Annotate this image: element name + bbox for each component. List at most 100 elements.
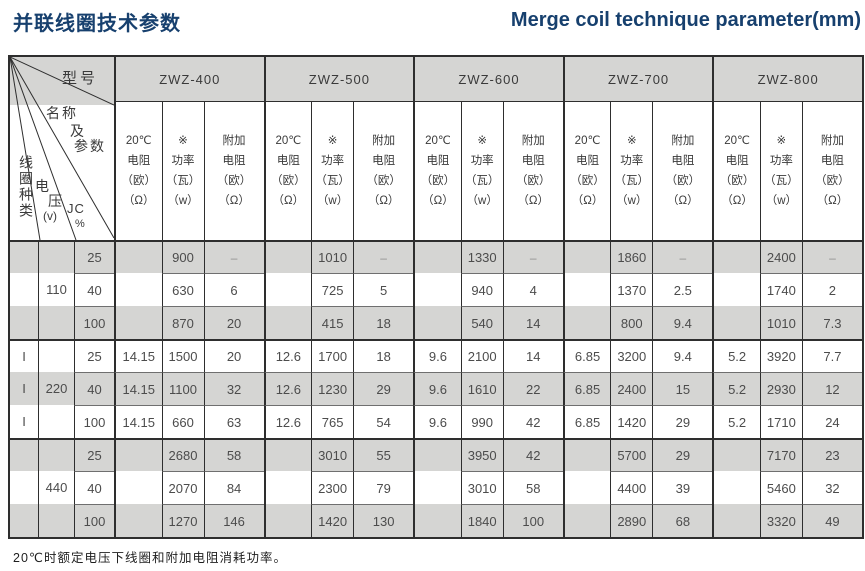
- corner-label-name: 名称: [46, 105, 78, 121]
- coil-type-cell: [10, 273, 38, 306]
- data-cell: 2930: [759, 372, 802, 405]
- data-cell: 20: [203, 306, 264, 339]
- data-cell: 79: [353, 471, 414, 504]
- data-cell: [562, 504, 611, 537]
- data-cell: [114, 240, 162, 273]
- data-cell: [413, 504, 461, 537]
- subheader-resistance: 20℃ 电阻 （欧） （Ω）: [712, 102, 760, 240]
- subheader-extra-resistance: 附加 电阻 （欧） （Ω）: [652, 102, 713, 240]
- data-cell: –: [353, 240, 414, 273]
- data-cell: 1420: [311, 504, 354, 537]
- data-cell: 1710: [759, 405, 802, 438]
- data-cell: 130: [353, 504, 414, 537]
- data-cell: 1330: [460, 240, 503, 273]
- data-cell: 29: [353, 372, 414, 405]
- jc-cell: 100: [74, 405, 114, 438]
- page-title-chinese: 并联线圈技术参数: [13, 13, 181, 35]
- data-cell: [712, 240, 760, 273]
- voltage-cell: [38, 438, 74, 471]
- data-cell: 12.6: [263, 339, 312, 372]
- data-cell: [712, 438, 760, 471]
- data-cell: –: [652, 240, 713, 273]
- subheader-power: ※ 功率 （瓦） （w）: [759, 102, 802, 240]
- subheader-extra-resistance: 附加 电阻 （欧） （Ω）: [203, 102, 264, 240]
- voltage-cell: [38, 339, 74, 372]
- model-header: ZWZ-400: [114, 57, 264, 102]
- data-cell: 1610: [460, 372, 503, 405]
- data-cell: 22: [502, 372, 563, 405]
- data-cell: 5700: [610, 438, 653, 471]
- data-cell: 84: [203, 471, 264, 504]
- data-cell: 54: [353, 405, 414, 438]
- voltage-cell: [38, 306, 74, 339]
- data-cell: 3320: [759, 504, 802, 537]
- data-cell: 42: [502, 438, 563, 471]
- data-cell: 5.2: [712, 405, 760, 438]
- data-cell: 540: [460, 306, 503, 339]
- data-cell: –: [203, 240, 264, 273]
- data-cell: 9.6: [413, 339, 461, 372]
- data-cell: 2300: [311, 471, 354, 504]
- model-header: ZWZ-500: [263, 57, 414, 102]
- data-cell: 55: [353, 438, 414, 471]
- data-cell: [114, 306, 162, 339]
- data-cell: [562, 438, 611, 471]
- data-cell: [114, 438, 162, 471]
- data-cell: 29: [652, 405, 713, 438]
- corner-label-coil-type: 线圈种类: [18, 155, 34, 219]
- data-cell: [263, 438, 312, 471]
- data-cell: 15: [652, 372, 713, 405]
- data-cell: 18: [353, 306, 414, 339]
- data-cell: 146: [203, 504, 264, 537]
- data-cell: [263, 273, 312, 306]
- data-cell: 2: [801, 273, 862, 306]
- data-cell: 39: [652, 471, 713, 504]
- coil-type-cell: I: [10, 339, 38, 372]
- coil-type-cell: [10, 306, 38, 339]
- coil-type-cell: [10, 504, 38, 537]
- voltage-cell: 220: [38, 372, 74, 405]
- data-cell: [562, 306, 611, 339]
- corner-label-jc: JC: [67, 201, 85, 216]
- data-cell: 1740: [759, 273, 802, 306]
- data-cell: 1370: [610, 273, 653, 306]
- data-cell: 2400: [759, 240, 802, 273]
- footnote: 20℃时额定电压下线圈和附加电阻消耗功率。: [13, 551, 287, 565]
- corner-label-model: 型号: [62, 70, 99, 87]
- data-cell: [263, 504, 312, 537]
- data-cell: 29: [652, 438, 713, 471]
- data-cell: 940: [460, 273, 503, 306]
- corner-label-percent: %: [75, 218, 85, 230]
- data-cell: 14.15: [114, 405, 162, 438]
- data-cell: [114, 471, 162, 504]
- corner-label-parameter: 参数: [74, 138, 106, 154]
- subheader-extra-resistance: 附加 电阻 （欧） （Ω）: [502, 102, 563, 240]
- data-cell: 32: [801, 471, 862, 504]
- data-cell: 1270: [161, 504, 204, 537]
- parameter-table: 型号 名称 及 参数 线圈种类 电 压 (v) JC % ZWZ-400 ZWZ-…: [8, 55, 864, 539]
- data-cell: 800: [610, 306, 653, 339]
- data-cell: 58: [502, 471, 563, 504]
- data-cell: 24: [801, 405, 862, 438]
- data-cell: 1010: [311, 240, 354, 273]
- data-cell: 12.6: [263, 372, 312, 405]
- data-cell: 1420: [610, 405, 653, 438]
- data-cell: 7170: [759, 438, 802, 471]
- data-cell: 23: [801, 438, 862, 471]
- data-cell: 900: [161, 240, 204, 273]
- data-cell: 58: [203, 438, 264, 471]
- data-cell: 3920: [759, 339, 802, 372]
- data-cell: 3010: [311, 438, 354, 471]
- data-cell: [712, 273, 760, 306]
- data-cell: 5.2: [712, 339, 760, 372]
- data-cell: 990: [460, 405, 503, 438]
- voltage-cell: [38, 240, 74, 273]
- coil-type-cell: [10, 438, 38, 471]
- data-cell: [712, 471, 760, 504]
- data-cell: 14.15: [114, 339, 162, 372]
- data-cell: 2890: [610, 504, 653, 537]
- data-cell: 32: [203, 372, 264, 405]
- data-cell: 14: [502, 306, 563, 339]
- corner-label-and: 及: [70, 123, 84, 139]
- corner-label-voltage-2: 压: [48, 193, 62, 209]
